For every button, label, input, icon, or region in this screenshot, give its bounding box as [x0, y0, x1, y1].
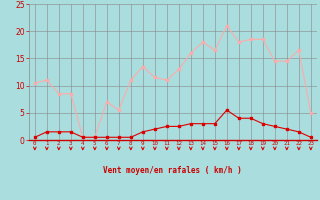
X-axis label: Vent moyen/en rafales ( km/h ): Vent moyen/en rafales ( km/h ): [103, 166, 242, 175]
